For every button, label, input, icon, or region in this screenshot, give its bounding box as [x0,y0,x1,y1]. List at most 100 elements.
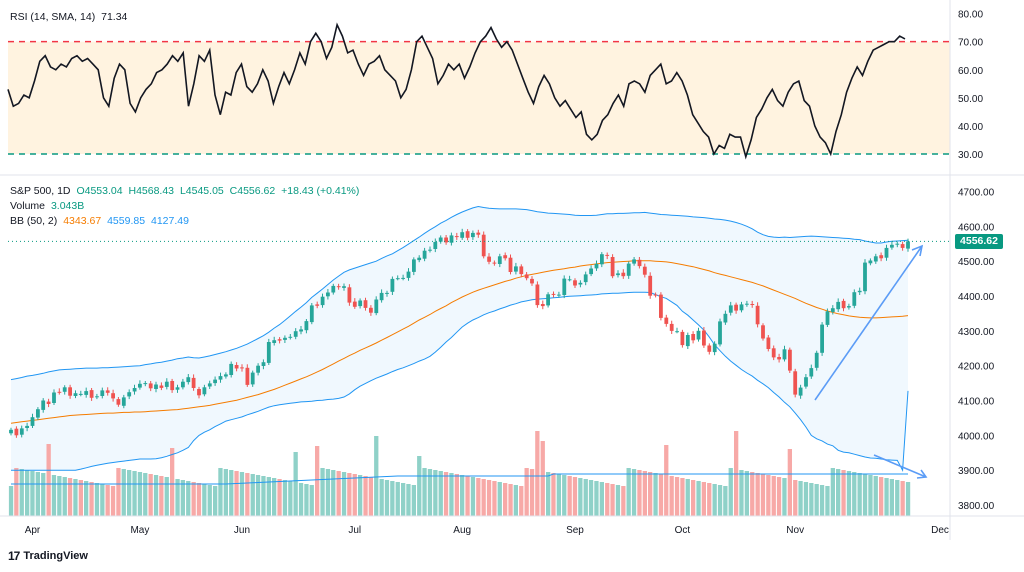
volume-bar [766,475,771,516]
candle-body [664,317,669,324]
volume-bar [465,476,470,516]
volume-bar [610,484,615,516]
candle-body [868,260,873,264]
bb-mid-value: 4343.67 [63,215,102,227]
volume-bar [293,452,298,516]
volume-bar [443,472,449,516]
volume-bar [41,473,46,516]
volume-bar [127,470,132,516]
candle-body [78,393,83,395]
trend-arrow-price-head [911,244,924,257]
volume-bar [78,480,83,516]
candle-body [412,259,416,272]
candle-body [62,387,67,392]
candle-body [626,263,631,276]
candle-body [642,266,647,275]
rsi-tick-label: 70.00 [958,38,983,49]
volume-bar [895,480,900,516]
candle-body [745,303,749,305]
volume-bar [707,483,712,516]
candle-body [438,237,443,242]
rsi-legend-name: RSI (14, SMA, 14) [10,11,96,23]
candle-body [519,266,524,275]
volume-bar [701,482,706,516]
volume-bar [358,475,363,516]
candle-body [632,259,636,264]
open-value: O4553.04 [76,185,123,197]
candle-body [497,256,502,264]
volume-bar [803,482,809,516]
volume-bar [170,448,175,516]
candle-body [777,357,781,360]
volume-bar [755,473,760,516]
candle-body [299,329,303,332]
volume-bar [868,475,873,516]
volume-bar [207,485,212,516]
candle-body [460,232,465,238]
candle-body [14,428,19,436]
volume-bar [836,469,841,516]
volume-bar [427,469,433,516]
volume-bar [272,478,277,516]
volume-bar [304,484,309,516]
change-value: +18.43 (+0.41%) [281,185,360,197]
price-pane [8,205,950,516]
volume-bar [760,474,766,516]
candle-body [25,425,29,428]
volume-bar [841,470,846,516]
time-tick-label: Nov [786,525,804,536]
volume-ma-line [11,473,908,485]
candle-body [213,379,217,384]
bb-upper-value: 4559.85 [107,215,146,227]
volume-bar [390,481,395,516]
candle-body [283,337,287,340]
time-tick-label: Dec [931,525,949,536]
candle-body [857,290,862,293]
brand-logo: 17 TradingView [8,549,88,563]
candle-body [863,262,867,292]
volume-bar [696,481,701,516]
volume-bar [562,475,567,516]
volume-bar [213,486,218,516]
candle-body [884,247,889,258]
volume-bar [417,456,422,516]
candle-body [331,285,336,293]
bb-label: BB (50, 2) [10,215,58,227]
candle-body [782,349,787,360]
symbol-label[interactable]: S&P 500, 1D [10,185,71,197]
candle-body [181,381,185,388]
candle-body [712,343,717,353]
candle-body [9,429,13,434]
candle-body [320,296,325,306]
volume-bar [454,474,459,516]
candle-body [573,280,577,286]
volume-bar [73,479,78,516]
candle-body [154,384,158,389]
candle-body [771,348,776,358]
volume-bar [433,470,438,516]
candle-body [100,390,105,396]
candle-body [648,275,653,296]
candle-body [116,399,121,405]
bb-mid-line [10,260,909,424]
candle-body [879,255,884,259]
volume-bar [535,431,540,516]
time-tick-label: May [130,525,149,536]
candle-body [653,294,658,296]
volume-bar [14,468,19,516]
candle-body [761,325,765,339]
candle-body [578,282,583,285]
candle-body [734,304,738,311]
volume-bar [583,479,588,516]
volume-bar [674,477,680,516]
volume-bar [524,468,529,516]
volume-bar [723,486,728,516]
candle-body [191,377,196,388]
candle-body [900,244,905,248]
volume-bar [137,472,143,516]
candle-body [138,383,142,388]
tradingview-logo-icon: 17 [8,549,20,563]
candle-body [814,352,819,368]
volume-bar [143,473,148,516]
volume-bar [825,486,830,516]
